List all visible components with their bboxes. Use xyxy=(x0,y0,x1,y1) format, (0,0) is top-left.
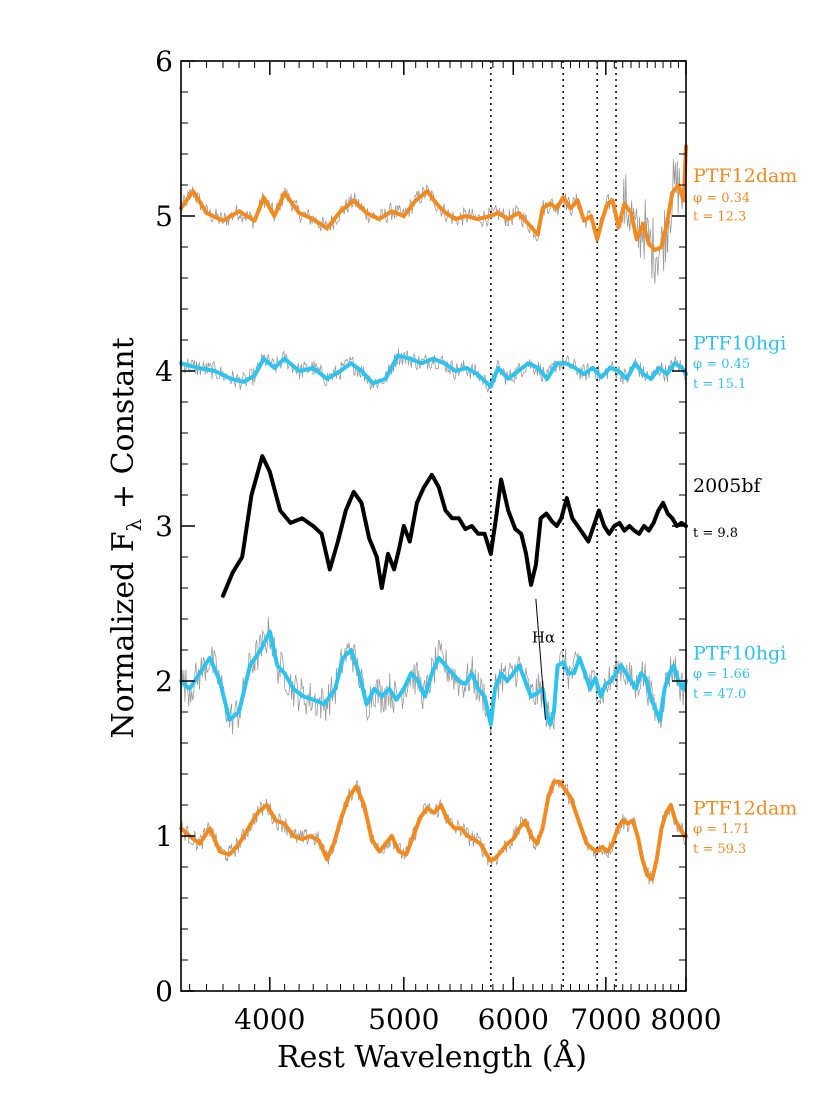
series-label-1-0: PTF10hgi xyxy=(693,332,786,354)
series-label-1-1: φ = 0.45 xyxy=(693,357,750,372)
y-axis-label-rest: + Constant xyxy=(106,337,141,518)
series-label-0-1: φ = 0.34 xyxy=(693,191,750,206)
x-axis-label-main: Rest Wavelength ( xyxy=(277,1040,554,1075)
y-tick-label-5: 5 xyxy=(155,200,173,233)
x-tick-label-2: 6000 xyxy=(478,1003,549,1036)
h-alpha-pointer xyxy=(535,598,546,720)
y-axis-label-main: Normalized F xyxy=(106,531,141,738)
observed-spectrum-3 xyxy=(180,616,687,736)
series-label-0-0: PTF12dam xyxy=(693,165,797,187)
series-line-3 xyxy=(179,629,688,727)
y-tick-label-0: 0 xyxy=(155,975,173,1008)
observed-spectrum-4 xyxy=(180,777,687,885)
series-line-0 xyxy=(179,144,688,253)
x-axis-label-close: ) xyxy=(575,1040,587,1075)
series-label-1-2: t = 15.1 xyxy=(693,377,746,392)
series-label-3-1: φ = 1.66 xyxy=(693,667,750,682)
x-axis-label-unit: Å xyxy=(553,1039,576,1075)
x-axis-label: Rest Wavelength (Å) xyxy=(277,1039,587,1075)
y-axis-label-sub: λ xyxy=(122,518,146,531)
series-line-4 xyxy=(179,779,688,882)
series-layer xyxy=(179,144,688,882)
y-tick-label-2: 2 xyxy=(155,665,173,698)
noise-layer xyxy=(180,139,687,885)
series-label-2-1: t = 9.8 xyxy=(693,526,738,541)
series-line-1 xyxy=(179,353,688,389)
y-tick-label-4: 4 xyxy=(155,355,173,388)
series-label-4-1: φ = 1.71 xyxy=(693,822,750,837)
x-tick-label-4: 8000 xyxy=(650,1003,721,1036)
y-axis-label: Normalized Fλ + Constant xyxy=(106,337,146,738)
series-line-2 xyxy=(221,454,688,598)
y-tick-label-3: 3 xyxy=(155,510,173,543)
series-label-layer: PTF12dam φ = 0.34 t = 12.3 PTF10hgi φ = 0.45… xyxy=(693,165,797,857)
series-label-3-0: PTF10hgi xyxy=(693,642,786,664)
x-tick-label-3: 7000 xyxy=(570,1003,641,1036)
annotation-layer: Hα xyxy=(532,598,555,720)
x-tick-label-1: 5000 xyxy=(368,1003,439,1036)
tick-layer: 0 1 2 3 4 5 6 4000 5000 6000 7000 8000 xyxy=(155,45,721,1036)
h-alpha-label: Hα xyxy=(532,628,555,646)
series-label-4-0: PTF12dam xyxy=(693,797,797,819)
series-label-0-2: t = 12.3 xyxy=(693,210,746,225)
y-tick-label-1: 1 xyxy=(155,820,173,853)
x-tick-label-0: 4000 xyxy=(234,1003,305,1036)
series-label-4-2: t = 59.3 xyxy=(693,842,746,857)
y-tick-label-6: 6 xyxy=(155,45,173,78)
series-label-3-2: t = 47.0 xyxy=(693,687,746,702)
series-label-2-0: 2005bf xyxy=(693,475,763,497)
